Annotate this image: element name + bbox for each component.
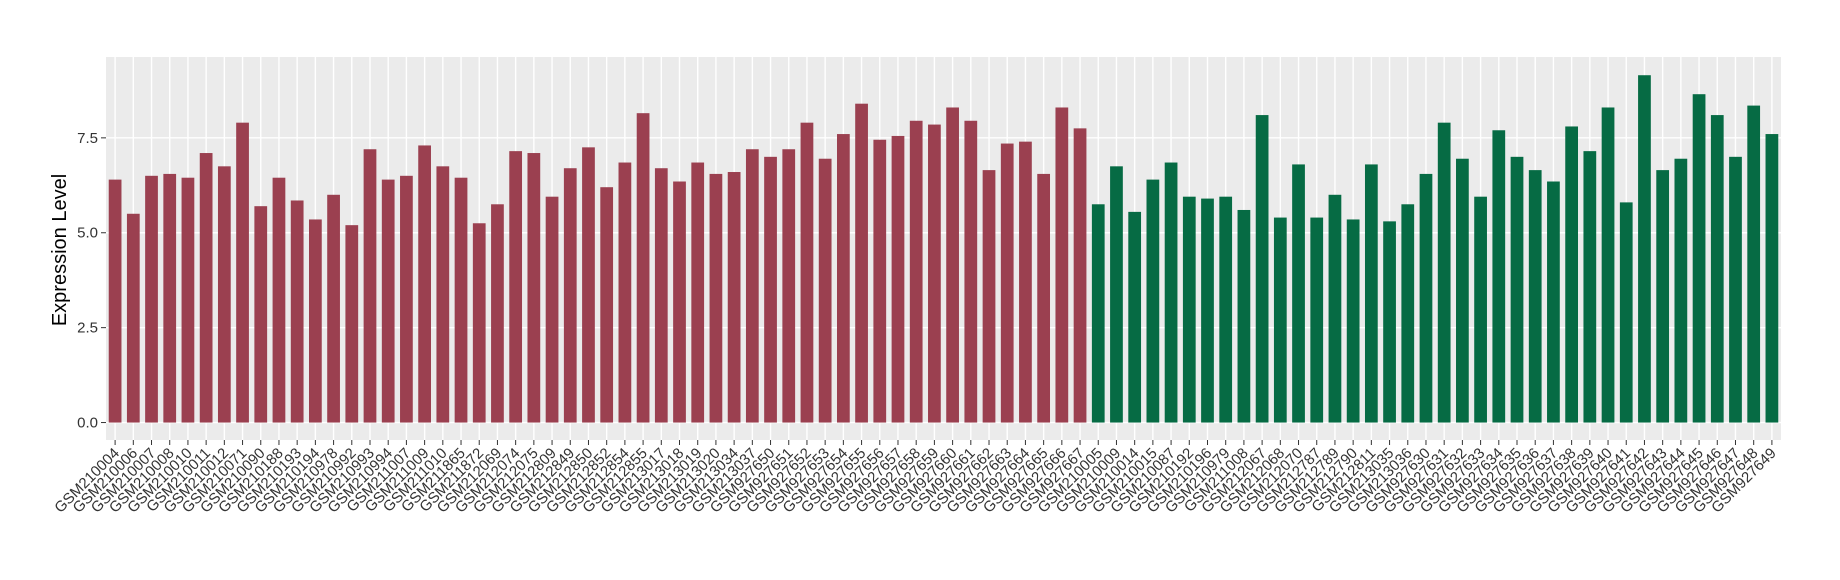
bar [582, 147, 595, 423]
bar [327, 194, 340, 423]
bar [891, 135, 905, 423]
bar [1619, 202, 1633, 423]
bar [745, 149, 759, 423]
bar [1528, 170, 1542, 423]
bar [1364, 164, 1378, 423]
bar [509, 151, 523, 423]
bar [855, 103, 868, 423]
bar [1492, 130, 1506, 423]
bar [545, 196, 559, 423]
bar [636, 113, 650, 423]
y-tick-label: 7.5 [77, 130, 98, 147]
bar [1601, 107, 1615, 423]
bar [1456, 158, 1469, 423]
bar [145, 175, 158, 423]
bar [800, 122, 814, 423]
bar [1164, 162, 1178, 423]
bar [400, 175, 413, 423]
bar [1510, 156, 1524, 423]
bar [673, 181, 686, 423]
bar [1346, 219, 1360, 423]
bar [1692, 94, 1706, 423]
bar [1474, 196, 1487, 423]
bar [1765, 134, 1779, 423]
bar [1437, 122, 1451, 423]
bar [436, 166, 450, 423]
bar [1273, 217, 1287, 423]
bar [1146, 179, 1160, 423]
bar [727, 172, 741, 423]
bar [163, 173, 177, 423]
bar [345, 225, 359, 423]
bar [199, 153, 213, 423]
bar [1310, 217, 1324, 423]
bar [418, 145, 431, 423]
bar [563, 168, 577, 423]
bar [472, 223, 486, 423]
bar [254, 206, 268, 423]
bar [600, 187, 614, 423]
bar [1091, 204, 1105, 423]
bar [309, 219, 322, 423]
bar [1401, 204, 1415, 423]
bar [272, 177, 286, 423]
bar [1328, 194, 1342, 423]
bar [1201, 198, 1214, 423]
bar [1656, 170, 1670, 423]
bar [1237, 209, 1251, 423]
bar [1583, 151, 1597, 423]
bar [1710, 115, 1724, 423]
bar [654, 168, 668, 423]
bar [527, 153, 541, 423]
bar [1055, 107, 1069, 423]
bar [1419, 173, 1433, 423]
bar [782, 149, 796, 423]
bar [709, 173, 723, 423]
bar [1565, 126, 1578, 423]
bar [909, 120, 923, 423]
bar [982, 170, 996, 423]
bar [1638, 75, 1651, 423]
bar [181, 177, 195, 423]
y-axis-label: Expression Level [49, 174, 71, 326]
bar [454, 177, 468, 423]
bar [108, 179, 122, 423]
bar [618, 162, 632, 423]
bar [836, 134, 850, 423]
bar [1000, 143, 1014, 423]
bar [764, 156, 777, 423]
bar [691, 162, 705, 423]
bar [1037, 173, 1051, 423]
y-tick-label: 5.0 [77, 225, 98, 242]
bar [946, 107, 959, 423]
y-tick-label: 0.0 [77, 415, 98, 432]
bar [381, 179, 395, 423]
bar [290, 200, 304, 423]
bar [1182, 196, 1196, 423]
bar [1292, 164, 1305, 423]
bar [236, 122, 249, 423]
bar [1019, 141, 1032, 423]
bar [363, 149, 377, 423]
y-tick-label: 2.5 [77, 320, 98, 337]
bar [491, 204, 504, 423]
bar [1747, 105, 1761, 423]
bar [126, 213, 140, 423]
bar [818, 158, 832, 423]
bar [873, 139, 887, 423]
bar [964, 120, 978, 423]
bar [1547, 181, 1560, 423]
bar [928, 124, 941, 423]
bar [217, 166, 231, 423]
bar [1383, 221, 1396, 423]
bar [1674, 158, 1688, 423]
bar [1255, 115, 1269, 423]
bar [1729, 156, 1742, 423]
bar [1073, 128, 1087, 423]
bar [1110, 166, 1123, 423]
bar [1219, 196, 1233, 423]
bar [1128, 211, 1142, 423]
